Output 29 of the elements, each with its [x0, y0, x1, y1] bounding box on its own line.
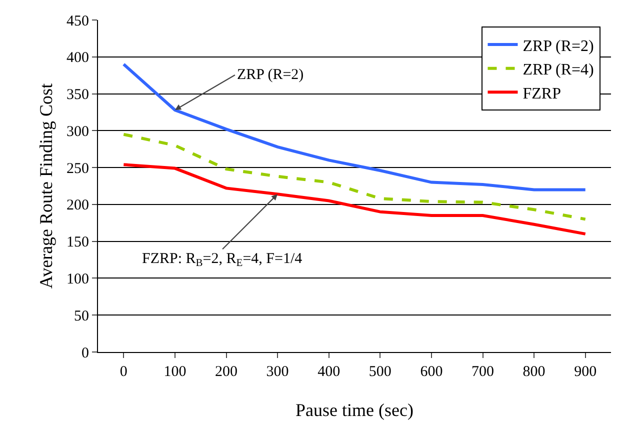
y-tick-label: 250 [66, 160, 89, 177]
annotation: ZRP (R=2) [237, 67, 304, 83]
y-tick-label: 350 [66, 87, 89, 104]
y-tick-label: 0 [82, 345, 89, 362]
y-axis-title: Average Route Finding Cost [36, 83, 56, 289]
x-tick-label: 700 [472, 364, 494, 380]
x-axis-title: Pause time (sec) [296, 400, 414, 420]
y-tick-label: 400 [66, 50, 89, 66]
line-series [122, 132, 587, 221]
y-tick-label: 200 [66, 198, 89, 214]
x-tick-label: 400 [318, 364, 340, 380]
y-tick-label: 50 [74, 308, 89, 324]
line-series [122, 163, 587, 236]
legend-label: ZRP (R=4) [522, 62, 594, 79]
x-tick-label: 100 [164, 364, 186, 380]
y-tick-label: 450 [66, 13, 89, 30]
x-tick-label: 900 [574, 364, 597, 380]
y-tick-label: 100 [66, 271, 89, 288]
x-tick-label: 300 [266, 364, 289, 380]
x-tick-label: 0 [120, 364, 128, 380]
annotation: FZRP: R$_{B}$=2, R$_{E}$=4, F=1/4 [142, 251, 303, 270]
legend-label: ZRP (R=2) [522, 38, 594, 55]
x-tick-label: 200 [215, 364, 238, 380]
y-tick-label: 300 [66, 124, 89, 140]
legend-label: FZRP [522, 85, 562, 102]
x-tick-label: 600 [420, 364, 443, 380]
x-tick-label: 800 [522, 364, 546, 380]
y-tick-label: 150 [66, 234, 89, 251]
x-tick-label: 500 [368, 364, 392, 380]
